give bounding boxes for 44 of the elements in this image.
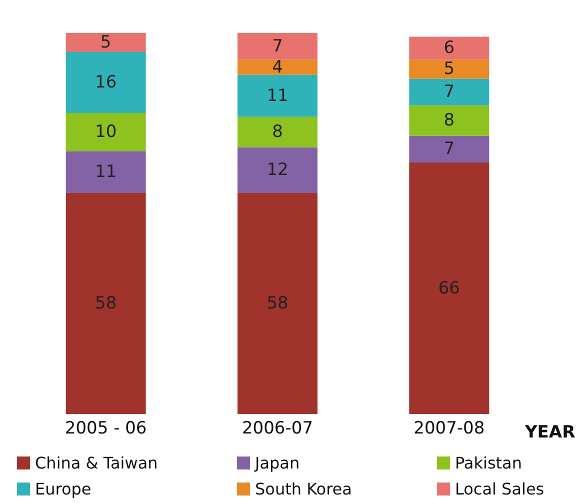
bar — [238, 33, 318, 60]
data-label: 58 — [95, 294, 117, 314]
bar — [66, 151, 146, 194]
bar — [238, 60, 318, 75]
legend-label: South Korea — [255, 480, 352, 498]
data-label: 7 — [444, 139, 455, 160]
x-axis-title: YEAR — [524, 422, 576, 442]
data-label: 12 — [266, 160, 288, 180]
legend-label: Pakistan — [455, 454, 522, 472]
data-label: 7 — [444, 82, 455, 102]
data-label: 11 — [95, 162, 117, 182]
legend-label: Local Sales — [455, 480, 544, 498]
bar — [409, 78, 490, 106]
legend-label: Europe — [35, 480, 92, 498]
data-label: 10 — [95, 122, 117, 142]
bar — [238, 147, 318, 194]
legend-label: Japan — [254, 454, 300, 472]
data-label: 5 — [444, 59, 455, 80]
bar — [66, 52, 146, 114]
data-label: 11 — [266, 86, 288, 106]
bar — [66, 193, 146, 414]
x-tick-label: 2006-07 — [242, 418, 314, 438]
bar — [409, 162, 490, 414]
data-label: 66 — [438, 278, 460, 298]
data-label: 8 — [272, 122, 283, 142]
data-label: 5 — [100, 32, 112, 53]
bar — [238, 74, 318, 117]
data-label: 4 — [272, 57, 283, 78]
data-label: 6 — [444, 38, 455, 58]
bar — [409, 136, 490, 163]
bar — [66, 33, 146, 52]
legend-label: China & Taiwan — [35, 454, 158, 472]
bar — [238, 193, 318, 414]
bar — [66, 113, 146, 152]
data-label: 7 — [272, 36, 283, 56]
bar — [238, 116, 318, 148]
data-label: 16 — [95, 72, 117, 93]
x-tick-label: 2005 - 06 — [64, 418, 147, 438]
bar — [409, 36, 490, 60]
bar — [409, 105, 490, 136]
data-label: 8 — [444, 110, 455, 131]
data-label: 58 — [266, 294, 288, 314]
x-tick-label: 2007-08 — [414, 418, 485, 438]
bar — [409, 60, 490, 79]
